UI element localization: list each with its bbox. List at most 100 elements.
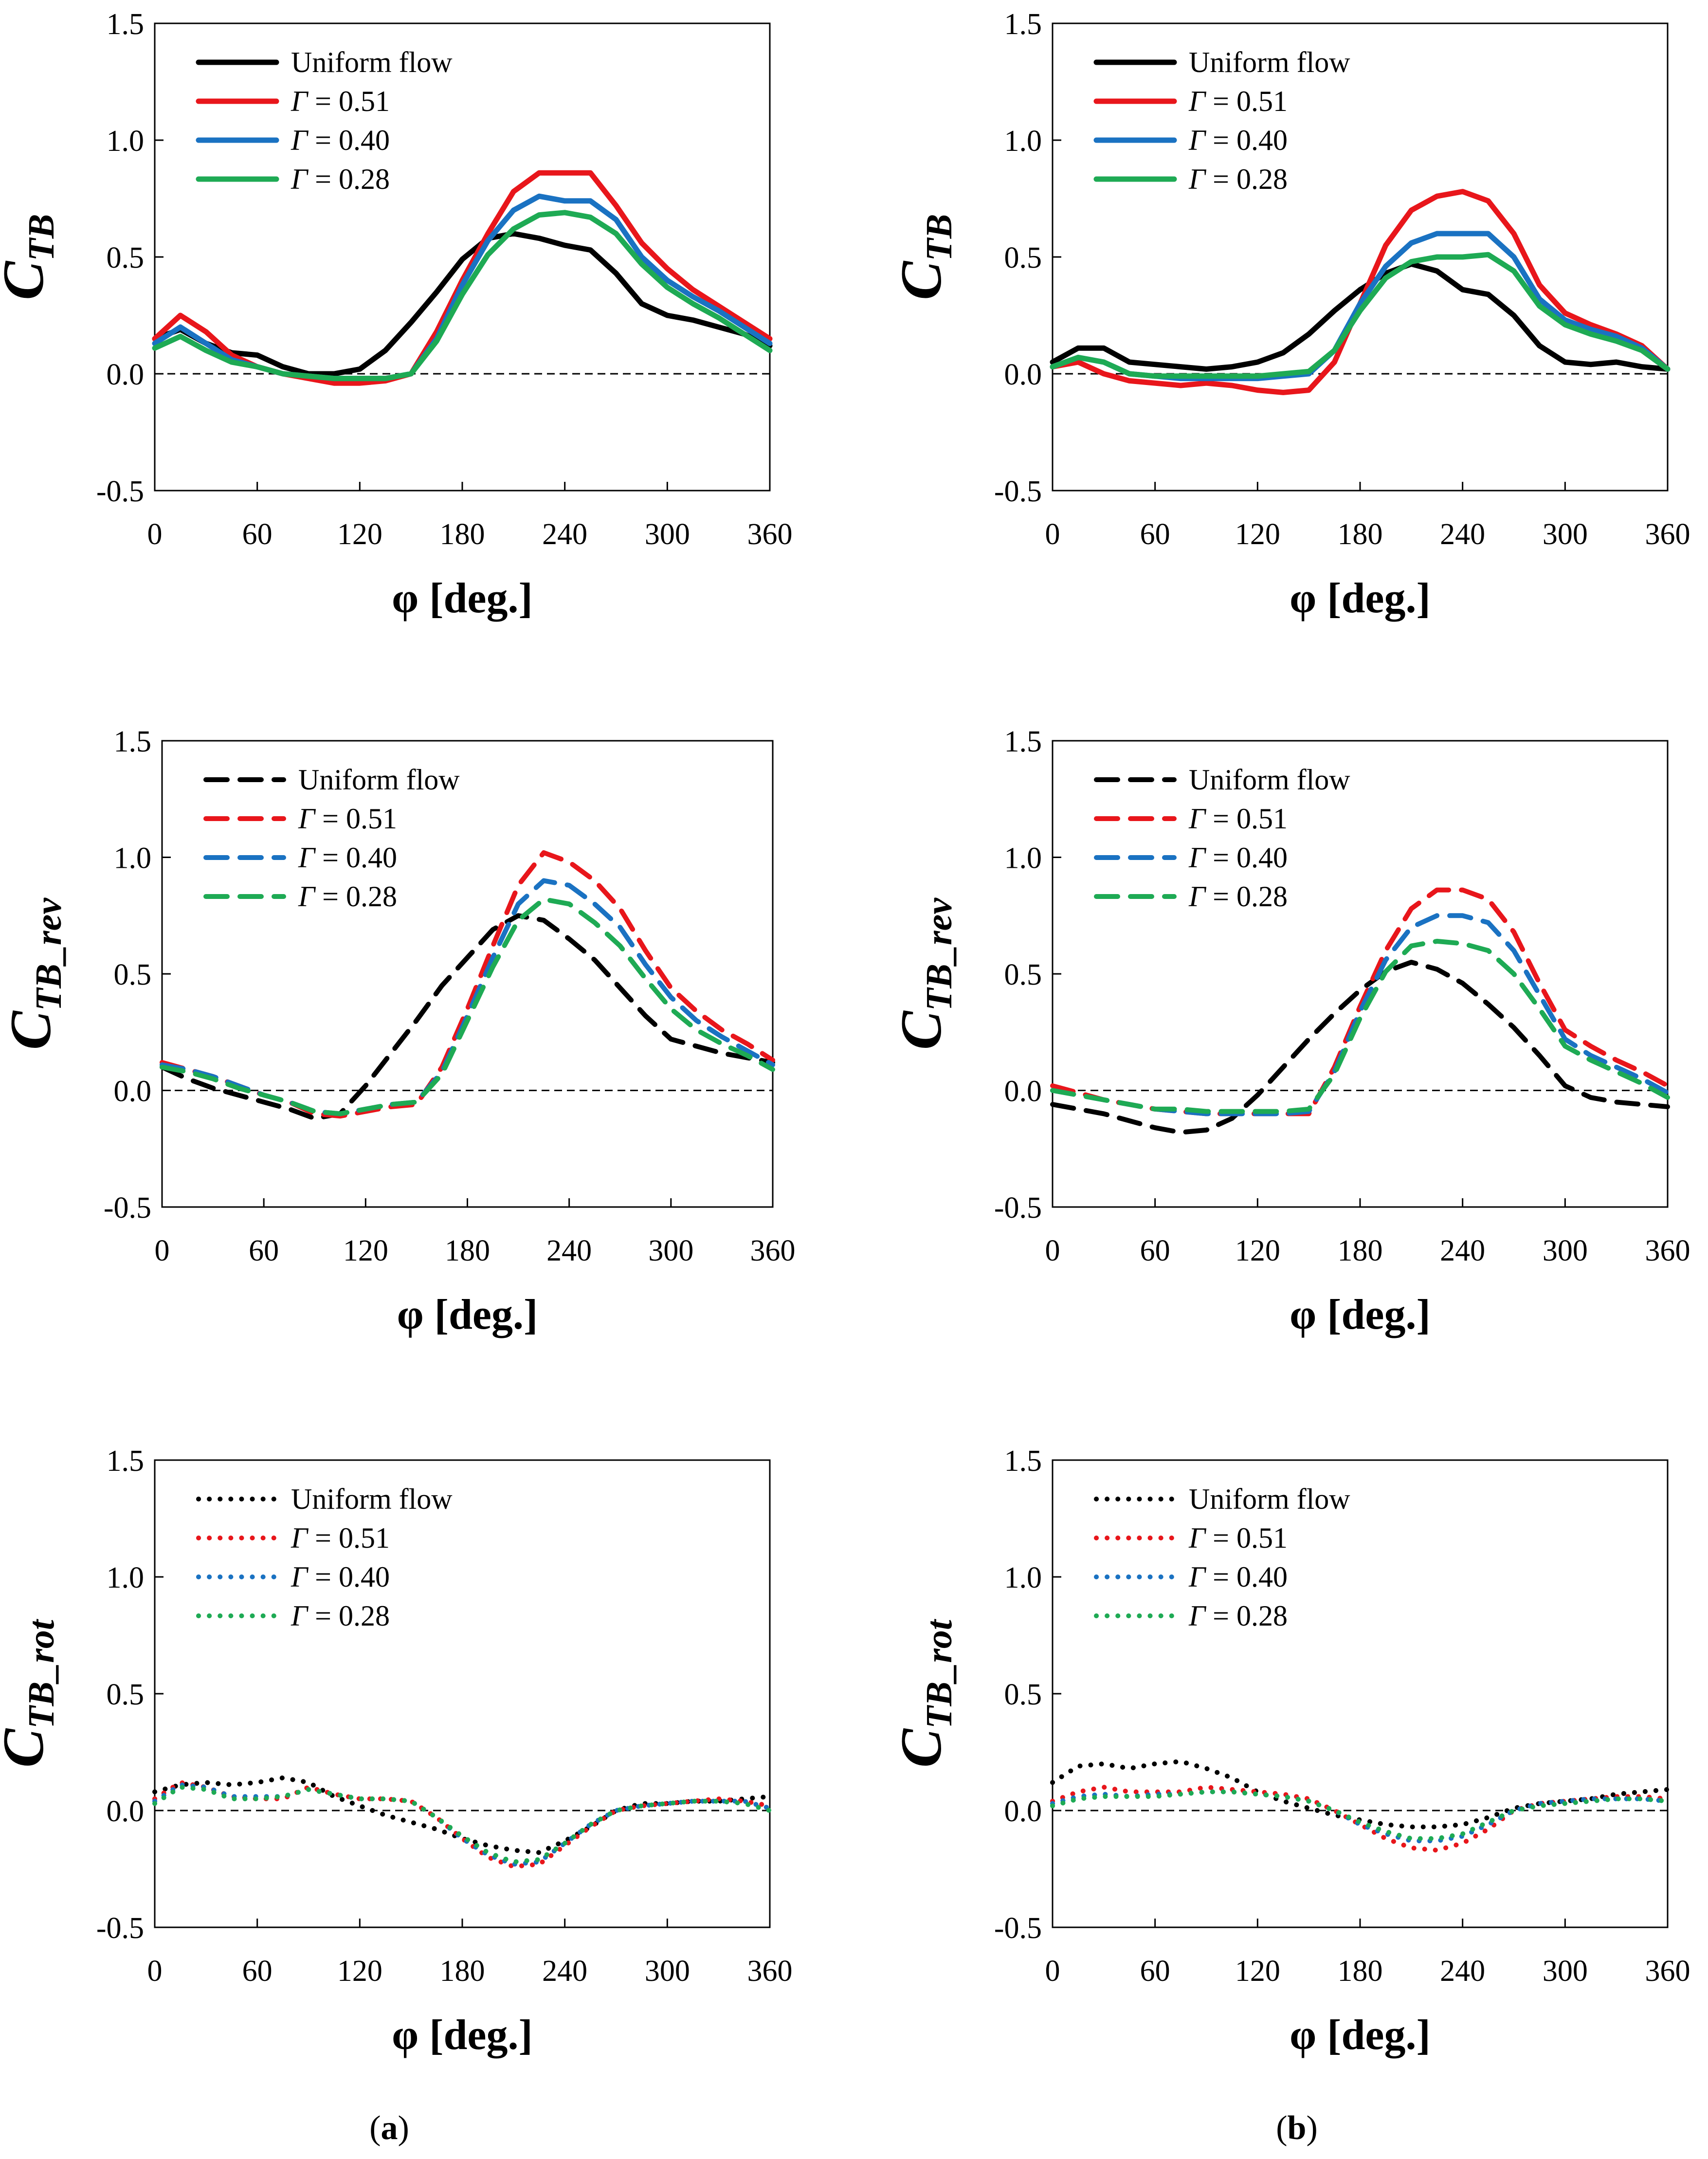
series-line-uniform	[160, 913, 775, 1121]
x-tick-label: 60	[1140, 518, 1170, 551]
y-tick-label: 1.0	[107, 1561, 145, 1594]
legend-label-g028: Γ = 0.28	[1188, 163, 1288, 195]
legend-label-g040: Γ = 0.40	[298, 842, 397, 874]
y-axis-label-subscript: TB	[21, 214, 62, 261]
legend-label-g051: Γ = 0.51	[298, 803, 397, 835]
chart-a-rev: 0 60 120 180 240 300 360 -0.5 0.0 0.5 1.0 1.5 φ [deg…	[0, 725, 796, 1338]
x-tick-label: 0	[147, 518, 163, 551]
y-tick-label: 0.0	[1004, 1075, 1042, 1108]
y-tick-label: 1.0	[1004, 1561, 1042, 1594]
x-tick-label: 0	[155, 1234, 170, 1267]
legend-label-uniform: Uniform flow	[1189, 46, 1350, 78]
x-tick-label: 300	[1543, 518, 1588, 551]
x-tick-label: 240	[546, 1234, 592, 1267]
y-tick-label: -0.5	[96, 475, 144, 508]
x-tick-label: 300	[648, 1234, 693, 1267]
x-tick-label: 360	[1645, 518, 1690, 551]
x-tick-label: 60	[249, 1234, 279, 1267]
series-line-g028	[1050, 938, 1670, 1114]
x-tick-label: 0	[1045, 1955, 1060, 1988]
plot-frame	[161, 740, 774, 1208]
x-axis-label: φ [deg.]	[392, 2012, 533, 2059]
series-line-uniform	[1050, 960, 1670, 1135]
y-axis-label: CTB_rot	[889, 1618, 960, 1768]
y-tick-label: 0.0	[114, 1075, 152, 1108]
y-tick-label: 1.5	[107, 8, 145, 41]
x-tick-label: 180	[1338, 1955, 1383, 1988]
legend-label-g028: Γ = 0.28	[291, 1600, 390, 1632]
legend-label-uniform: Uniform flow	[291, 46, 453, 78]
x-tick-label: 60	[242, 518, 273, 551]
series-line-g028	[160, 897, 775, 1116]
y-tick-label: -0.5	[994, 475, 1042, 508]
legend-label-uniform: Uniform flow	[1189, 764, 1350, 796]
y-tick-label: 0.5	[114, 958, 152, 991]
legend-label-g028: Γ = 0.28	[1188, 880, 1288, 913]
legend-label-g051: Γ = 0.51	[1188, 803, 1288, 835]
y-axis-label-subscript: TB_rot	[21, 1618, 62, 1729]
y-tick-label: -0.5	[96, 1912, 144, 1945]
y-tick-label: 0.0	[1004, 358, 1042, 391]
legend-label-g051: Γ = 0.51	[1188, 1522, 1288, 1554]
series-line-g028	[152, 210, 773, 382]
x-tick-label: 240	[1440, 1955, 1485, 1988]
series-line-g028	[1050, 1789, 1670, 1841]
plot-frame	[154, 1459, 771, 1928]
plot-frame	[1052, 1459, 1669, 1928]
series-line-g040	[152, 193, 773, 382]
y-axis-label: CTB_rot	[0, 1618, 62, 1768]
y-tick-label: 0.5	[107, 241, 145, 274]
series-line-uniform	[1050, 261, 1671, 372]
y-tick-label: 0.5	[1004, 1678, 1042, 1711]
series-line-g040	[1050, 231, 1671, 382]
legend-label-uniform: Uniform flow	[291, 1483, 453, 1515]
chart-a-rot: 0 60 120 180 240 300 360 -0.5 0.0 0.5 1.0 1.5 φ [deg…	[0, 1445, 793, 2059]
legend-label-g051: Γ = 0.51	[291, 1522, 390, 1554]
y-tick-label: 1.0	[107, 125, 145, 158]
series-line-g040	[1050, 913, 1670, 1116]
y-tick-label: 0.0	[107, 1795, 145, 1828]
y-tick-label: -0.5	[994, 1191, 1042, 1225]
x-tick-label: 120	[1235, 518, 1280, 551]
x-tick-label: 180	[440, 1955, 485, 1988]
legend-label-g040: Γ = 0.40	[1188, 1561, 1288, 1593]
x-tick-label: 120	[1235, 1234, 1280, 1267]
legend-label-g028: Γ = 0.28	[1188, 1600, 1288, 1632]
chart-b-tb: 0 60 120 180 240 300 360 -0.5 0.0 0.5 1.0 1.5 φ [deg…	[889, 8, 1690, 622]
legend-label-g028: Γ = 0.28	[291, 163, 390, 195]
y-tick-label: 1.5	[114, 725, 152, 758]
x-axis-label: φ [deg.]	[397, 1291, 538, 1338]
x-tick-label: 60	[1140, 1955, 1170, 1988]
x-tick-label: 360	[1645, 1234, 1690, 1267]
y-tick-label: 0.0	[1004, 1795, 1042, 1828]
series-line-g040	[152, 1782, 772, 1867]
x-tick-label: 240	[542, 518, 587, 551]
legend-label-g051: Γ = 0.51	[1188, 85, 1288, 117]
y-axis-label: CTB_rev	[889, 897, 960, 1050]
y-axis-label-subscript: TB_rot	[919, 1618, 960, 1729]
series-line-g051	[160, 850, 775, 1119]
x-tick-label: 300	[645, 1955, 690, 1988]
x-tick-label: 180	[1338, 518, 1383, 551]
y-axis-label-subscript: TB_rev	[28, 897, 69, 1011]
x-tick-label: 60	[242, 1955, 273, 1988]
x-tick-label: 180	[440, 518, 485, 551]
series-line-uniform	[152, 1775, 772, 1855]
series-line-g028	[1050, 252, 1671, 379]
x-tick-label: 360	[750, 1234, 796, 1267]
caption-b: (b)	[1276, 2109, 1318, 2147]
x-tick-label: 360	[747, 1955, 793, 1988]
y-tick-label: 1.5	[107, 1445, 145, 1478]
chart-b-rev: 0 60 120 180 240 300 360 -0.5 0.0 0.5 1.0 1.5 φ [deg…	[889, 725, 1690, 1338]
y-tick-label: 0.5	[1004, 958, 1042, 991]
x-tick-label: 120	[343, 1234, 388, 1267]
series-line-g051	[1050, 887, 1670, 1116]
x-axis-label: φ [deg.]	[1290, 2012, 1431, 2059]
y-tick-label: 0.5	[107, 1678, 145, 1711]
legend-label-g051: Γ = 0.51	[291, 85, 390, 117]
x-tick-label: 180	[1338, 1234, 1383, 1267]
series-line-g028	[152, 1785, 772, 1865]
x-tick-label: 120	[1235, 1955, 1280, 1988]
y-tick-label: -0.5	[994, 1912, 1042, 1945]
